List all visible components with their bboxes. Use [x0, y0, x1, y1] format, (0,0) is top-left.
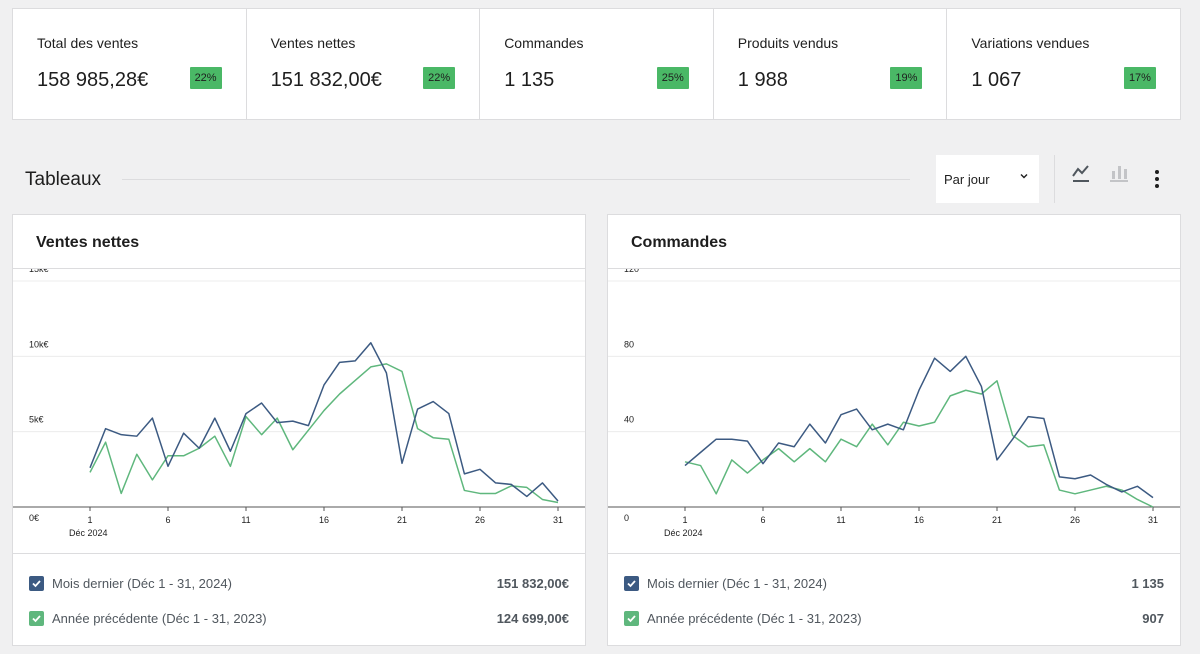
legend-total: 907 — [1142, 610, 1164, 626]
section-divider — [122, 179, 910, 180]
stat-label: Produits vendus — [737, 35, 839, 51]
x-tick-label: 21 — [397, 515, 407, 525]
section-title: Tableaux — [25, 169, 102, 190]
y-tick-label: 0 — [624, 513, 629, 523]
chart-panel-orders: Commandes 0 40 80 120 1 6 11 16 21 26 31 Déc 2024 M… — [607, 214, 1181, 646]
more-vertical-icon[interactable] — [1145, 167, 1169, 191]
x-tick-label: 11 — [241, 515, 250, 525]
x-tick-label: 16 — [319, 515, 329, 525]
x-axis-sublabel: Déc 2024 — [69, 528, 108, 538]
stat-card-total-sales[interactable]: Total des ventes 158 985,28€ 22% — [13, 9, 247, 119]
legend-label: Mois dernier (Déc 1 - 31, 2024) — [647, 575, 827, 591]
x-tick-label: 6 — [760, 515, 765, 525]
y-tick-label: 120 — [624, 269, 639, 274]
x-tick-label: 31 — [1148, 515, 1158, 525]
x-tick-label: 1 — [87, 515, 92, 525]
interval-select[interactable]: Par jour — [936, 155, 1039, 203]
legend-item-current[interactable]: Mois dernier (Déc 1 - 31, 2024) 1 135 — [624, 573, 1164, 593]
y-tick-label: 40 — [624, 415, 634, 425]
series-line-previous — [684, 380, 1154, 508]
panel-title: Ventes nettes — [36, 234, 140, 251]
legend-label: Année précédente (Déc 1 - 31, 2023) — [52, 610, 267, 626]
toolbar-separator — [1054, 155, 1055, 203]
legend-total: 151 832,00€ — [496, 575, 569, 591]
stat-value: 1 135 — [504, 69, 555, 91]
chart-area: 0€ 5k€ 10k€ 15k€ 1 6 11 16 21 26 31 Déc 2024 — [13, 264, 585, 554]
x-tick-label: 11 — [836, 515, 845, 525]
series-line-current — [684, 355, 1154, 499]
checkbox-checked-icon[interactable] — [624, 610, 639, 626]
stat-change-badge: 22% — [189, 67, 222, 89]
stat-label: Commandes — [504, 35, 584, 51]
stat-change-badge: 17% — [1123, 67, 1156, 89]
stats-summary: Total des ventes 158 985,28€ 22% Ventes … — [12, 8, 1181, 120]
legend-item-previous[interactable]: Année précédente (Déc 1 - 31, 2023) 124 … — [29, 608, 569, 628]
chart-panel-net-sales: Ventes nettes 0€ 5k€ 10k€ 15k€ 1 6 11 16 21 26 31 D… — [12, 214, 586, 646]
x-tick-label: 26 — [1070, 515, 1080, 525]
checkbox-checked-icon[interactable] — [624, 575, 639, 591]
stat-value: 1 988 — [737, 69, 788, 91]
x-tick-label: 6 — [165, 515, 170, 525]
panel-header: Commandes — [608, 215, 1180, 269]
x-tick-label: 21 — [992, 515, 1002, 525]
panel-header: Ventes nettes — [13, 215, 585, 269]
stat-change-badge: 19% — [890, 67, 923, 89]
stat-change-badge: 22% — [423, 67, 456, 89]
stat-change-badge: 25% — [656, 67, 689, 89]
x-axis-sublabel: Déc 2024 — [664, 528, 703, 538]
stat-label: Variations vendues — [971, 35, 1090, 51]
chart-area: 0 40 80 120 1 6 11 16 21 26 31 Déc 2024 — [608, 264, 1180, 554]
stat-value: 158 985,28€ — [37, 69, 149, 91]
y-tick-label: 10k€ — [29, 339, 49, 349]
stat-card-orders[interactable]: Commandes 1 135 25% — [480, 9, 714, 119]
stat-value: 151 832,00€ — [270, 69, 382, 91]
y-tick-label: 80 — [624, 339, 634, 349]
legend-label: Mois dernier (Déc 1 - 31, 2024) — [52, 575, 232, 591]
bar-chart-icon[interactable] — [1107, 161, 1131, 185]
line-chart-icon[interactable] — [1069, 161, 1093, 185]
checkbox-checked-icon[interactable] — [29, 610, 44, 626]
stat-label: Total des ventes — [37, 35, 139, 51]
legend-item-previous[interactable]: Année précédente (Déc 1 - 31, 2023) 907 — [624, 608, 1164, 628]
panel-title: Commandes — [631, 234, 728, 251]
legend-label: Année précédente (Déc 1 - 31, 2023) — [647, 610, 862, 626]
interval-select-value: Par jour — [944, 171, 990, 187]
stat-label: Ventes nettes — [270, 35, 356, 51]
stat-value: 1 067 — [971, 69, 1022, 91]
legend-total: 1 135 — [1131, 575, 1164, 591]
stat-card-variations-sold[interactable]: Variations vendues 1 067 17% — [947, 9, 1180, 119]
stat-card-products-sold[interactable]: Produits vendus 1 988 19% — [714, 9, 948, 119]
series-line-previous — [89, 363, 559, 504]
y-tick-label: 5k€ — [29, 415, 44, 425]
checkbox-checked-icon[interactable] — [29, 575, 44, 591]
legend-item-current[interactable]: Mois dernier (Déc 1 - 31, 2024) 151 832,… — [29, 573, 569, 593]
chevron-down-icon — [1019, 170, 1029, 184]
y-tick-label: 0€ — [29, 513, 39, 523]
stat-card-net-sales[interactable]: Ventes nettes 151 832,00€ 22% — [247, 9, 481, 119]
legend-total: 124 699,00€ — [496, 610, 569, 626]
y-tick-label: 15k€ — [29, 269, 49, 274]
x-tick-label: 16 — [914, 515, 924, 525]
x-tick-label: 26 — [475, 515, 485, 525]
x-tick-label: 31 — [553, 515, 563, 525]
series-line-current — [89, 342, 559, 502]
x-tick-label: 1 — [682, 515, 687, 525]
